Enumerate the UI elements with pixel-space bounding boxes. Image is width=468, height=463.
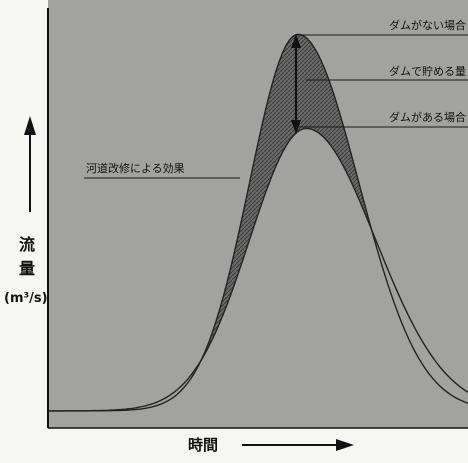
y-axis-label-char-1: 流 <box>19 235 35 254</box>
y-axis-unit: (m³/s) <box>4 291 48 306</box>
peak-reduction-arrow-top <box>291 34 301 48</box>
annotation-storage: ダムで貯める量 <box>389 64 466 78</box>
curve-with-dam <box>48 127 468 412</box>
y-axis-label-char-2: 量 <box>19 259 35 278</box>
storage-volume-area <box>205 34 370 353</box>
curve-without-dam <box>48 33 468 412</box>
x-axis-label: 時間 <box>188 436 218 454</box>
annotation-with-dam: ダムがある場合 <box>389 110 466 124</box>
x-arrow-head <box>336 439 354 451</box>
y-arrow-head <box>24 116 36 135</box>
annotation-no-dam: ダムがない場合 <box>389 18 466 32</box>
annotation-river-improvement: 河道改修による効果 <box>86 161 185 175</box>
